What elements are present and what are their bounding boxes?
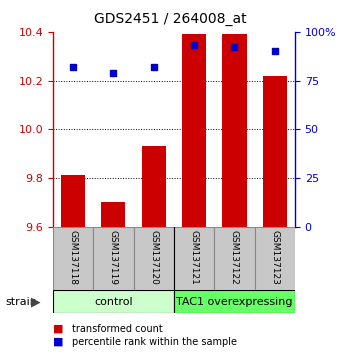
Point [70,64,76,70]
Bar [255,227,295,290]
Text: ■: ■ [53,337,63,347]
Text: TAC1 overexpressing: TAC1 overexpressing [176,297,293,307]
Text: transformed count: transformed count [72,324,162,333]
Bar [101,202,125,227]
Point [272,48,278,54]
Text: GSM137123: GSM137123 [270,230,279,285]
Text: GSM137120: GSM137120 [149,230,158,285]
Text: ■: ■ [53,324,63,333]
Bar [263,76,287,227]
Text: percentile rank within the sample: percentile rank within the sample [72,337,237,347]
Bar [61,176,85,227]
Bar [142,146,166,227]
Bar [53,290,174,313]
Bar [93,227,134,290]
Text: ▶: ▶ [31,295,41,308]
Bar [214,227,255,290]
Bar [174,227,214,290]
Bar [53,227,93,290]
Point [191,43,197,48]
Text: GSM137118: GSM137118 [69,230,77,285]
Text: GSM137121: GSM137121 [190,230,198,285]
Text: GDS2451 / 264008_at: GDS2451 / 264008_at [94,12,247,27]
Point [151,64,157,70]
Point [110,70,116,76]
Text: control: control [94,297,133,307]
Text: GSM137119: GSM137119 [109,230,118,285]
Text: GSM137122: GSM137122 [230,230,239,285]
Bar [174,290,295,313]
Bar [134,227,174,290]
Bar [222,34,247,227]
Point [232,45,237,50]
Bar [182,34,206,227]
Text: strain: strain [5,297,37,307]
